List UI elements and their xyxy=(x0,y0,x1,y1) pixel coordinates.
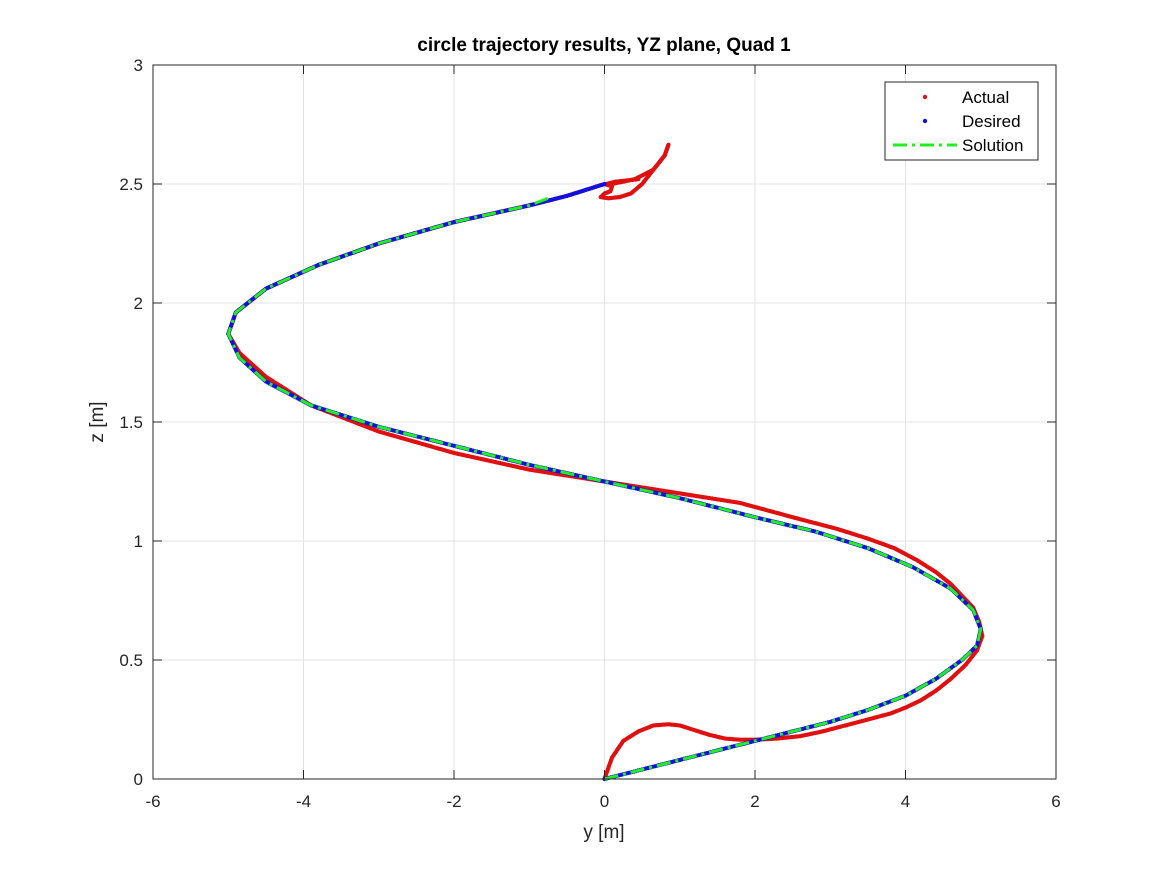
legend-box xyxy=(884,81,1039,161)
x-tick-label: 0 xyxy=(600,792,609,811)
y-tick-label: 2 xyxy=(134,294,143,313)
x-tick-label: -4 xyxy=(296,792,311,811)
y-tick-label: 0.5 xyxy=(119,651,143,670)
y-tick-label: 1.5 xyxy=(119,413,143,432)
y-axis-label: z [m] xyxy=(87,401,108,442)
legend-label-desired: Desired xyxy=(962,112,1021,131)
x-tick-labels: -6 -4 -2 0 2 4 6 xyxy=(145,792,1060,811)
y-tick-label: 0 xyxy=(134,770,143,789)
x-tick-label: -2 xyxy=(446,792,461,811)
y-tick-label: 1 xyxy=(134,532,143,551)
x-axis-label: y [m] xyxy=(583,822,624,843)
x-tick-label: 6 xyxy=(1051,792,1060,811)
tick-marks xyxy=(152,64,1057,780)
plot-area xyxy=(152,64,1057,782)
legend-marker-desired xyxy=(922,118,928,124)
y-tick-label: 3 xyxy=(134,56,143,75)
x-tick-label: -6 xyxy=(145,792,160,811)
data-point-desired xyxy=(602,181,607,187)
legend-marker-actual xyxy=(922,94,928,100)
series-group xyxy=(226,142,985,782)
data-point-actual xyxy=(636,177,641,182)
legend: Actual Desired Solution xyxy=(884,81,1039,161)
series-line-solution xyxy=(226,196,983,781)
legend-label-actual: Actual xyxy=(962,88,1009,107)
x-tick-label: 2 xyxy=(750,792,759,811)
chart-title: circle trajectory results, YZ plane, Qua… xyxy=(417,35,791,56)
y-tick-label: 2.5 xyxy=(119,175,143,194)
y-tick-labels: 0 0.5 1 1.5 2 2.5 3 xyxy=(119,56,143,789)
x-tick-label: 4 xyxy=(901,792,910,811)
legend-label-solution: Solution xyxy=(962,136,1023,155)
